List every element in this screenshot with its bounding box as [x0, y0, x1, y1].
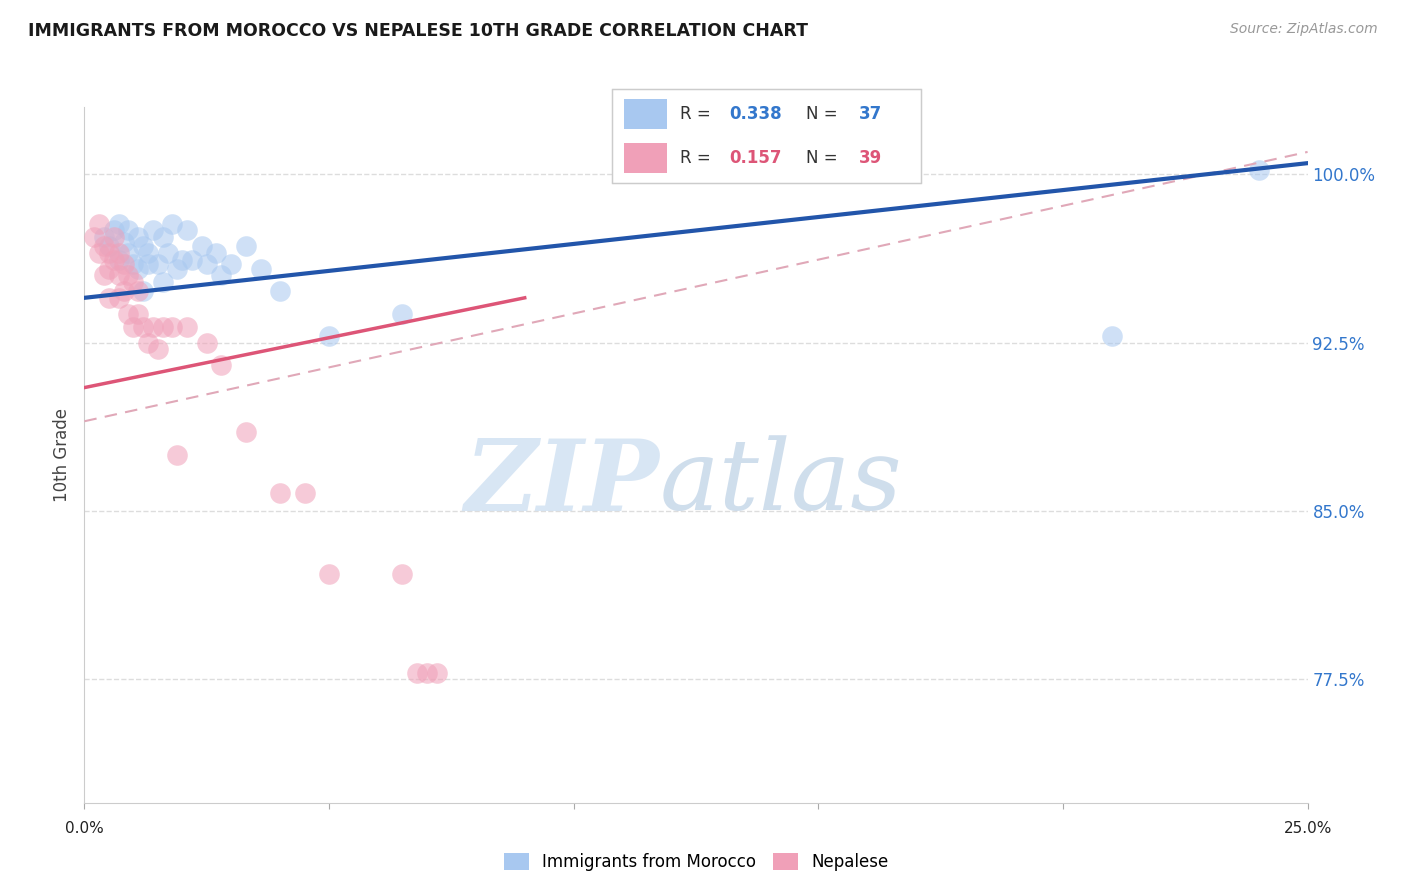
Text: 39: 39: [859, 149, 883, 167]
Point: [162, 217, 184, 231]
Point: [103, 223, 125, 237]
Point: [235, 239, 257, 253]
Point: [391, 566, 413, 581]
Point: [97, 261, 120, 276]
Point: [127, 284, 149, 298]
Point: [112, 235, 135, 249]
Point: [294, 486, 316, 500]
Point: [166, 448, 188, 462]
Text: R =: R =: [679, 105, 716, 123]
Point: [191, 239, 214, 253]
Text: atlas: atlas: [659, 435, 903, 531]
Point: [107, 252, 129, 267]
Text: 37: 37: [859, 105, 883, 123]
Point: [156, 246, 179, 260]
Point: [391, 306, 413, 320]
Point: [162, 320, 184, 334]
Text: ZIP: ZIP: [464, 434, 659, 531]
Point: [83, 230, 105, 244]
Text: 0.157: 0.157: [730, 149, 782, 167]
Point: [107, 268, 129, 283]
Point: [209, 358, 232, 372]
Point: [132, 239, 155, 253]
Point: [127, 230, 149, 244]
Legend: Immigrants from Morocco, Nepalese: Immigrants from Morocco, Nepalese: [496, 847, 896, 878]
Point: [97, 291, 120, 305]
Y-axis label: 10th Grade: 10th Grade: [53, 408, 72, 502]
Point: [152, 320, 174, 334]
Point: [127, 306, 149, 320]
Bar: [624, 98, 668, 129]
Point: [1101, 329, 1123, 343]
Point: [146, 257, 169, 271]
Text: N =: N =: [807, 149, 844, 167]
Point: [132, 320, 155, 334]
Point: [181, 252, 204, 267]
Point: [269, 284, 291, 298]
Point: [122, 257, 145, 271]
Bar: [624, 143, 668, 173]
Point: [136, 335, 159, 350]
Point: [406, 665, 429, 680]
Text: Source: ZipAtlas.com: Source: ZipAtlas.com: [1230, 22, 1378, 37]
Point: [97, 246, 120, 260]
Point: [103, 230, 125, 244]
Point: [146, 343, 169, 357]
Point: [87, 217, 110, 231]
Text: IMMIGRANTS FROM MOROCCO VS NEPALESE 10TH GRADE CORRELATION CHART: IMMIGRANTS FROM MOROCCO VS NEPALESE 10TH…: [28, 22, 808, 40]
Point: [93, 239, 115, 253]
Text: N =: N =: [807, 105, 844, 123]
Point: [176, 223, 198, 237]
Point: [142, 223, 165, 237]
Point: [112, 284, 135, 298]
Point: [117, 306, 139, 320]
Point: [176, 320, 198, 334]
Point: [195, 335, 218, 350]
Point: [93, 268, 115, 283]
Point: [416, 665, 439, 680]
Point: [127, 261, 149, 276]
Point: [117, 246, 139, 260]
Point: [136, 246, 159, 260]
Point: [205, 246, 228, 260]
Point: [117, 223, 139, 237]
Point: [195, 257, 218, 271]
Point: [1247, 162, 1270, 177]
Text: 0.0%: 0.0%: [65, 821, 104, 836]
Point: [112, 257, 135, 271]
Point: [152, 275, 174, 289]
Point: [107, 217, 129, 231]
Point: [172, 252, 194, 267]
Point: [136, 257, 159, 271]
Point: [219, 257, 242, 271]
Point: [132, 284, 155, 298]
Text: R =: R =: [679, 149, 716, 167]
Point: [426, 665, 449, 680]
Point: [97, 239, 120, 253]
Point: [152, 230, 174, 244]
Point: [122, 275, 145, 289]
Point: [235, 425, 257, 440]
Point: [269, 486, 291, 500]
Text: 25.0%: 25.0%: [1284, 821, 1331, 836]
Text: 0.338: 0.338: [730, 105, 782, 123]
Point: [318, 566, 340, 581]
Point: [87, 246, 110, 260]
Point: [142, 320, 165, 334]
Point: [249, 261, 271, 276]
Point: [103, 252, 125, 267]
Point: [117, 268, 139, 283]
Point: [93, 230, 115, 244]
Point: [107, 246, 129, 260]
Point: [166, 261, 188, 276]
Point: [122, 320, 145, 334]
Point: [209, 268, 232, 283]
Point: [318, 329, 340, 343]
Point: [107, 291, 129, 305]
